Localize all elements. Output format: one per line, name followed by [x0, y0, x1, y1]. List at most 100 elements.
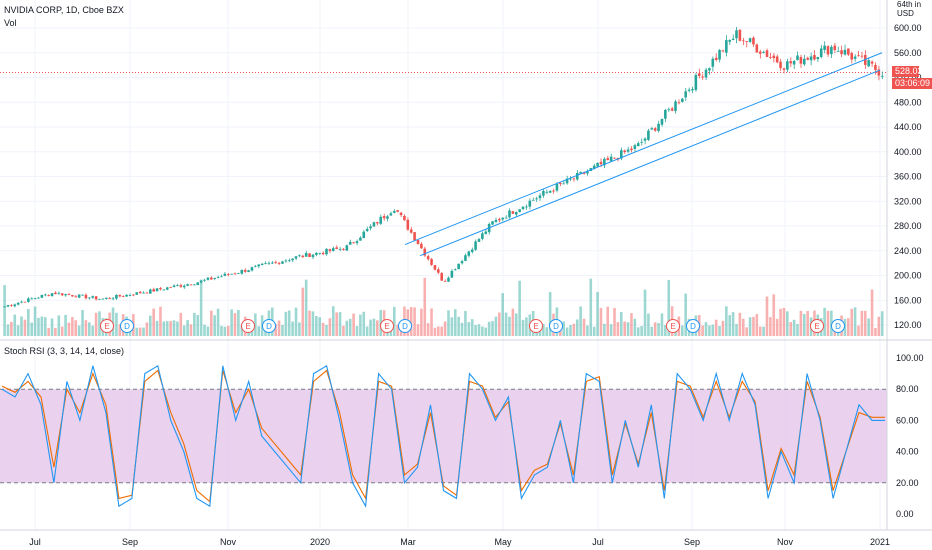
volume-bar — [606, 306, 610, 336]
volume-bar — [142, 327, 145, 336]
volume-bar — [43, 317, 47, 336]
volume-bar — [172, 320, 176, 336]
time-tick-label: Nov — [777, 537, 794, 547]
candle-body — [399, 212, 403, 216]
candle-body — [592, 165, 596, 169]
candle-body — [606, 158, 610, 161]
volume-bar — [643, 289, 647, 336]
candle-body — [206, 277, 210, 280]
volume-bar — [284, 311, 288, 336]
candle-body — [870, 61, 874, 64]
candle-body — [6, 305, 10, 307]
volume-bar — [162, 321, 166, 336]
volume-bar — [680, 325, 684, 336]
candle-body — [525, 206, 528, 208]
volume-bar — [511, 308, 515, 336]
stoch-tick-label: 100.00 — [896, 353, 924, 363]
candle-body — [254, 265, 257, 267]
volume-bar — [636, 327, 640, 336]
volume-bar — [318, 317, 322, 336]
price-tick-label: 480.00 — [894, 97, 922, 107]
volume-bar — [57, 315, 61, 336]
candle-body — [91, 296, 94, 298]
price-tick-label: 560.00 — [894, 48, 922, 58]
volume-bar — [294, 307, 298, 336]
candle-body — [437, 269, 440, 273]
volume-bar — [13, 314, 17, 336]
candle-body — [331, 248, 335, 251]
volume-bar — [88, 322, 91, 336]
candle-body — [230, 273, 233, 275]
price-tick-label: 600.00 — [894, 23, 922, 33]
candle-body — [372, 222, 376, 227]
volume-bar — [863, 310, 867, 336]
volume-bar — [348, 318, 352, 336]
candle-body — [98, 298, 101, 300]
candle-body — [823, 45, 826, 50]
candle-body — [240, 269, 244, 274]
candle-body — [237, 273, 240, 274]
volume-bar — [111, 307, 115, 336]
marker-label: E — [384, 322, 389, 331]
volume-bar — [91, 325, 94, 336]
candle-body — [298, 255, 301, 257]
candle-body — [457, 263, 460, 269]
volume-bar — [440, 326, 443, 336]
candle-body — [542, 190, 545, 196]
candle-body — [521, 206, 525, 210]
candle-body — [470, 249, 474, 252]
volume-bar — [216, 308, 220, 336]
trendlines[interactable] — [404, 52, 883, 257]
candle-body — [74, 296, 78, 298]
volume-bar — [189, 324, 193, 336]
candle-body — [565, 178, 569, 184]
candle-body — [447, 277, 450, 282]
marker-label: E — [533, 322, 538, 331]
volume-bar — [389, 327, 393, 336]
candle-body — [108, 298, 111, 300]
candle-body — [680, 98, 684, 102]
candle-body — [609, 156, 613, 162]
candle-body — [474, 241, 477, 250]
volume-bar — [569, 325, 572, 336]
volume-bar — [315, 316, 318, 336]
volume-bar — [474, 325, 477, 336]
volume-bar — [165, 321, 169, 336]
volume-bar — [603, 323, 606, 336]
volume-bar — [64, 314, 67, 336]
candle-body — [443, 280, 447, 282]
volume-bar — [250, 327, 254, 336]
candle-body — [277, 262, 281, 264]
candle-body — [433, 265, 437, 270]
candle-body — [840, 50, 843, 55]
candle-body — [27, 298, 30, 302]
candle-body — [572, 178, 576, 180]
candle-body — [765, 50, 769, 57]
candle-body — [511, 211, 515, 214]
volume-bar — [37, 317, 40, 336]
volume-bar — [193, 312, 196, 336]
volume-bar — [664, 325, 667, 336]
candle-body — [308, 253, 311, 258]
volume-bar — [755, 314, 759, 336]
price-tick-label: 320.00 — [894, 196, 922, 206]
volume-bar — [176, 321, 179, 336]
candle-body — [155, 288, 159, 292]
candle-body — [152, 289, 155, 292]
time-tick-label: Sep — [684, 537, 700, 547]
volume-bar — [352, 313, 355, 336]
candle-body — [423, 248, 427, 256]
candle-body — [274, 261, 277, 263]
candle-body — [270, 262, 274, 264]
candle-body — [514, 212, 518, 215]
volume-bar — [630, 313, 633, 336]
candle-body — [772, 55, 776, 59]
candle-body — [376, 222, 379, 224]
candle-body — [409, 229, 413, 233]
candle-body — [586, 171, 589, 174]
candle-body — [325, 248, 328, 255]
candle-body — [138, 291, 142, 294]
volume-bar — [81, 310, 84, 336]
